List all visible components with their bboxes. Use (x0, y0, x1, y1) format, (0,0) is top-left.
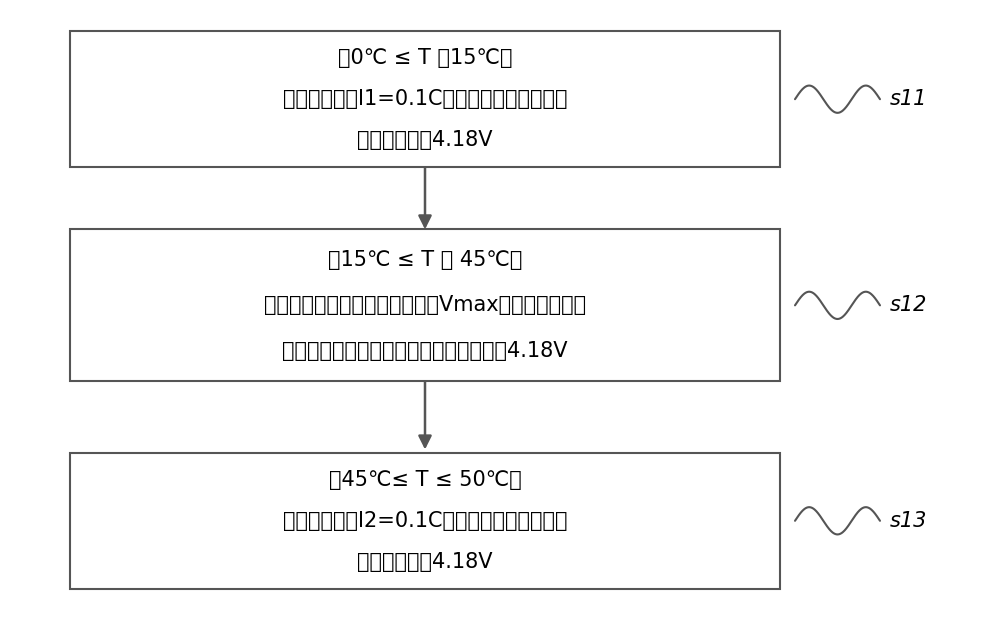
Text: 若0℃ ≤ T ＜15℃，: 若0℃ ≤ T ＜15℃， (338, 48, 512, 68)
Text: s13: s13 (890, 511, 927, 531)
Text: s11: s11 (890, 89, 927, 109)
Text: 则以充电电流I2=0.1C充电至动力电池的最高: 则以充电电流I2=0.1C充电至动力电池的最高 (283, 511, 567, 531)
Text: 若45℃≤ T ≤ 50℃，: 若45℃≤ T ≤ 50℃， (329, 470, 521, 490)
Bar (70, 229, 780, 381)
Text: 则以充电电流I1=0.1C充电至动力电池的最高: 则以充电电流I1=0.1C充电至动力电池的最高 (283, 89, 567, 109)
Text: 则根据动力电池的最高单体电压Vmax选择相应的充电: 则根据动力电池的最高单体电压Vmax选择相应的充电 (264, 295, 586, 316)
Text: 电流充电至动力电池的最高单体电压达到4.18V: 电流充电至动力电池的最高单体电压达到4.18V (282, 341, 568, 361)
Text: 单体电压达到4.18V: 单体电压达到4.18V (357, 552, 493, 572)
Text: 单体电压达到4.18V: 单体电压达到4.18V (357, 130, 493, 150)
Text: 若15℃ ≤ T ＜ 45℃，: 若15℃ ≤ T ＜ 45℃， (328, 250, 522, 270)
Text: s12: s12 (890, 295, 927, 316)
Bar (70, 453, 780, 589)
Bar (70, 31, 780, 167)
